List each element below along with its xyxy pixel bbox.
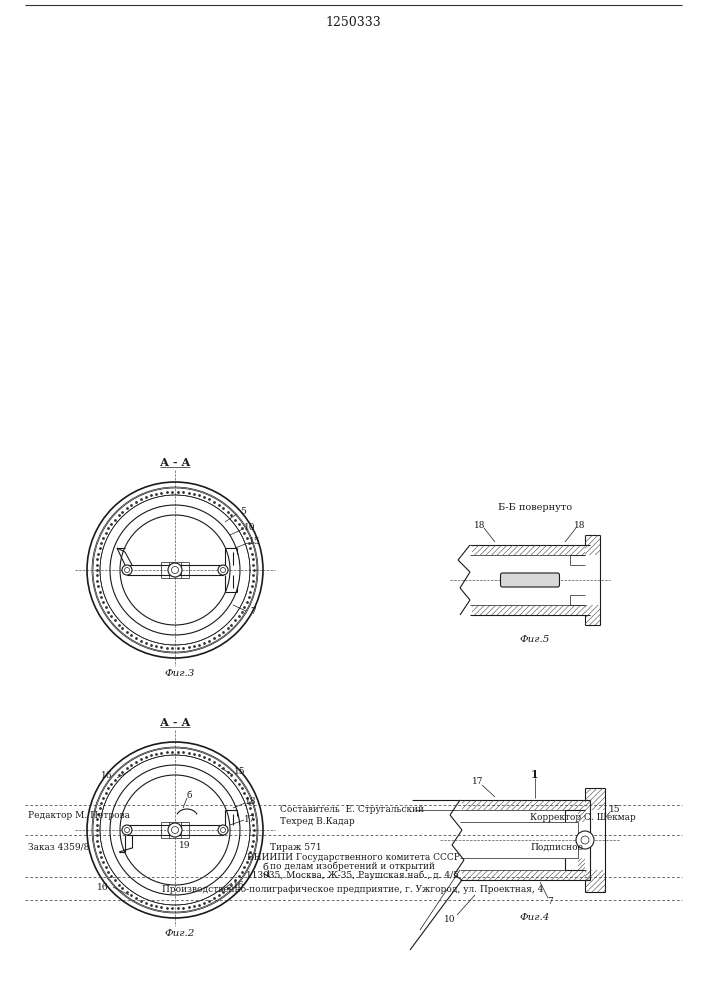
Text: 18: 18 <box>245 798 257 806</box>
Text: А - А: А - А <box>160 456 190 468</box>
Text: 19: 19 <box>180 842 191 850</box>
Text: 7: 7 <box>250 607 256 616</box>
Text: б: б <box>262 863 268 872</box>
Text: 1: 1 <box>531 770 539 780</box>
Text: ВНИИПИ Государственного комитета СССР: ВНИИПИ Государственного комитета СССР <box>247 852 460 861</box>
Text: Корректор С. Шекмар: Корректор С. Шекмар <box>530 812 636 822</box>
Text: 16: 16 <box>101 770 112 780</box>
Text: 15: 15 <box>609 806 621 814</box>
Text: 10: 10 <box>244 524 256 532</box>
Circle shape <box>168 563 182 577</box>
Text: Производственно-полиграфическое предприятие, г. Ужгород, ул. Проектная, 4: Производственно-полиграфическое предприя… <box>163 884 544 894</box>
Text: Фиг.3: Фиг.3 <box>165 668 195 678</box>
Text: Подписное: Подписное <box>530 842 583 852</box>
Text: 18: 18 <box>574 520 586 530</box>
Circle shape <box>576 831 594 849</box>
Text: Фиг.5: Фиг.5 <box>520 636 550 645</box>
Text: 17: 17 <box>472 778 484 786</box>
Text: Б-Б повернуто: Б-Б повернуто <box>498 504 572 512</box>
Text: 18: 18 <box>474 520 486 530</box>
Text: 15: 15 <box>249 538 261 546</box>
Text: Фиг.4: Фиг.4 <box>520 914 550 922</box>
Text: 10: 10 <box>444 916 456 924</box>
FancyBboxPatch shape <box>501 573 559 587</box>
Text: Тираж 571: Тираж 571 <box>270 842 322 852</box>
Text: Составитель  Е. Стругальский: Составитель Е. Стругальский <box>280 806 424 814</box>
Text: 113035, Москва, Ж-35, Раушская наб., д. 4/5: 113035, Москва, Ж-35, Раушская наб., д. … <box>247 870 460 880</box>
Text: 16: 16 <box>233 880 245 890</box>
Circle shape <box>168 823 182 837</box>
Text: 7: 7 <box>547 898 553 906</box>
Text: 17: 17 <box>244 816 256 824</box>
Circle shape <box>122 825 132 835</box>
Text: 15: 15 <box>234 768 246 776</box>
Text: Редактор М. Петрова: Редактор М. Петрова <box>28 810 130 820</box>
Circle shape <box>218 565 228 575</box>
Text: по делам изобретений и открытий: по делам изобретений и открытий <box>271 861 436 871</box>
Text: Техред В.Кадар: Техред В.Кадар <box>280 818 355 826</box>
Text: б: б <box>186 790 192 800</box>
Text: 16: 16 <box>98 884 109 892</box>
Text: Фиг.2: Фиг.2 <box>165 928 195 938</box>
Circle shape <box>122 565 132 575</box>
Text: Заказ 4359/8: Заказ 4359/8 <box>28 842 89 852</box>
Text: А - А: А - А <box>160 716 190 728</box>
Circle shape <box>218 825 228 835</box>
Text: 5: 5 <box>240 508 246 516</box>
Text: 1250333: 1250333 <box>325 15 381 28</box>
